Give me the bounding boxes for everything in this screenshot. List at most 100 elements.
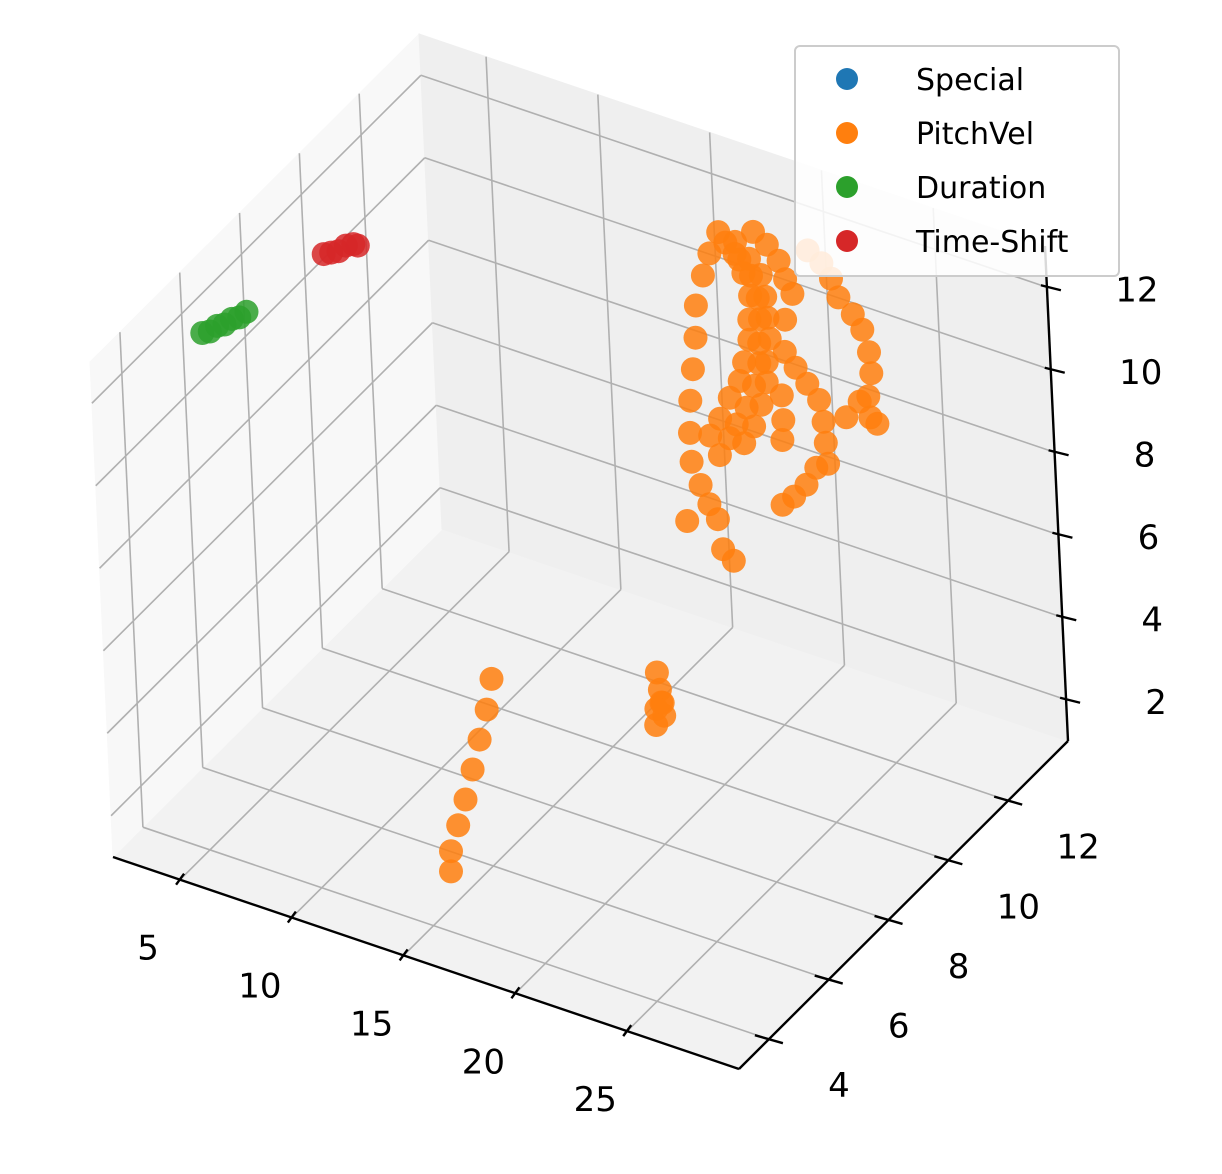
series-duration xyxy=(190,299,259,345)
grid-line-z-back xyxy=(439,486,1067,701)
legend: Special PitchVel Duration Time-Shift xyxy=(794,45,1120,277)
z-tick-label: 10 xyxy=(1119,353,1162,393)
y-tick-mark xyxy=(754,1034,784,1045)
data-point xyxy=(722,241,747,266)
y-tick-label: 4 xyxy=(828,1066,850,1106)
y-tick-mark xyxy=(934,855,963,866)
x-tick-label: 20 xyxy=(462,1042,505,1082)
series-time-shift xyxy=(311,232,370,267)
data-point xyxy=(690,263,715,288)
data-point xyxy=(773,307,798,332)
x-tick-mark xyxy=(286,910,297,924)
data-point xyxy=(737,327,762,352)
legend-marker xyxy=(836,230,858,252)
legend-label: Duration xyxy=(916,171,1046,206)
legend-marker xyxy=(836,176,858,198)
legend-label: Special xyxy=(916,63,1024,98)
grid-line-z-left xyxy=(102,322,433,652)
grid-line-y-left xyxy=(298,153,324,649)
grid-line-z-left xyxy=(99,239,430,569)
data-point xyxy=(688,473,713,497)
grid-line-y-floor xyxy=(262,707,889,921)
data-point xyxy=(732,350,757,375)
data-point xyxy=(644,713,669,737)
axis-lines xyxy=(112,245,1070,1071)
x-tick-mark xyxy=(510,986,521,999)
legend-label: PitchVel xyxy=(916,117,1034,152)
legend-label: Time-Shift xyxy=(915,225,1069,260)
data-point xyxy=(766,248,791,273)
grid-line-x-floor xyxy=(626,702,957,1032)
data-point xyxy=(771,408,796,433)
data-point xyxy=(834,405,859,430)
z-axis-line xyxy=(1043,245,1070,742)
y-tick-mark xyxy=(814,974,844,985)
z-tick-mark xyxy=(1040,284,1062,292)
grid-line-y-floor xyxy=(322,647,949,862)
grid-line-y-left xyxy=(238,212,264,708)
y-tick-label: 12 xyxy=(1057,828,1100,868)
data-point xyxy=(678,388,703,413)
series-pitchvel xyxy=(439,219,890,884)
z-tick-label: 6 xyxy=(1138,518,1160,558)
data-point xyxy=(479,666,504,691)
z-tick-label: 2 xyxy=(1145,683,1167,723)
data-point xyxy=(234,299,259,324)
grid-line-y-left xyxy=(358,93,383,589)
data-point xyxy=(345,233,370,258)
data-point xyxy=(731,261,756,286)
data-point xyxy=(826,285,851,310)
grid-line-x-back xyxy=(485,56,510,552)
data-point xyxy=(453,787,478,812)
data-point xyxy=(697,241,722,266)
data-point xyxy=(707,443,732,468)
data-point xyxy=(780,281,805,306)
grid-line-x-floor xyxy=(291,589,622,919)
data-point xyxy=(737,307,762,332)
data-point xyxy=(705,507,730,532)
data-point xyxy=(865,411,890,436)
data-point xyxy=(807,388,832,412)
x-tick-mark xyxy=(175,873,186,886)
x-tick-label: 15 xyxy=(350,1004,393,1044)
z-tick-mark xyxy=(1048,449,1069,457)
data-point xyxy=(770,492,795,517)
grid-line-y-left xyxy=(178,272,204,768)
data-point xyxy=(460,757,485,782)
grid-line-x-floor xyxy=(403,626,734,956)
data-point xyxy=(683,325,708,350)
legend-marker xyxy=(836,122,858,144)
data-point xyxy=(679,449,704,474)
z-tick-mark xyxy=(1052,531,1073,539)
grid-line-z-left xyxy=(106,404,437,734)
grid-line-z-left xyxy=(95,157,426,487)
x-axis-line xyxy=(112,855,740,1071)
x-tick-label: 5 xyxy=(137,929,159,969)
data-point xyxy=(811,409,836,434)
data-point xyxy=(813,430,838,455)
grid-line-y-floor xyxy=(381,587,1009,802)
grid-line-x-floor xyxy=(514,664,845,994)
data-point xyxy=(770,428,795,452)
grid-line-y-floor xyxy=(202,766,829,981)
data-point xyxy=(717,385,742,410)
grid-line-x-floor xyxy=(179,551,510,881)
y-tick-mark xyxy=(874,914,903,926)
x-tick-mark xyxy=(398,948,409,962)
y-tick-label: 10 xyxy=(997,887,1040,927)
data-points xyxy=(190,219,890,884)
x-tick-label: 25 xyxy=(574,1080,617,1120)
y-tick-mark xyxy=(993,795,1023,806)
data-point xyxy=(683,293,708,318)
z-tick-mark xyxy=(1044,366,1066,374)
grid-line-x-back xyxy=(597,94,622,590)
z-tick-label: 8 xyxy=(1134,435,1156,475)
legend-marker xyxy=(836,68,858,90)
data-point xyxy=(467,727,492,752)
z-tick-mark xyxy=(1059,696,1081,704)
data-point xyxy=(698,423,723,448)
grid-line-y-left xyxy=(119,332,144,828)
